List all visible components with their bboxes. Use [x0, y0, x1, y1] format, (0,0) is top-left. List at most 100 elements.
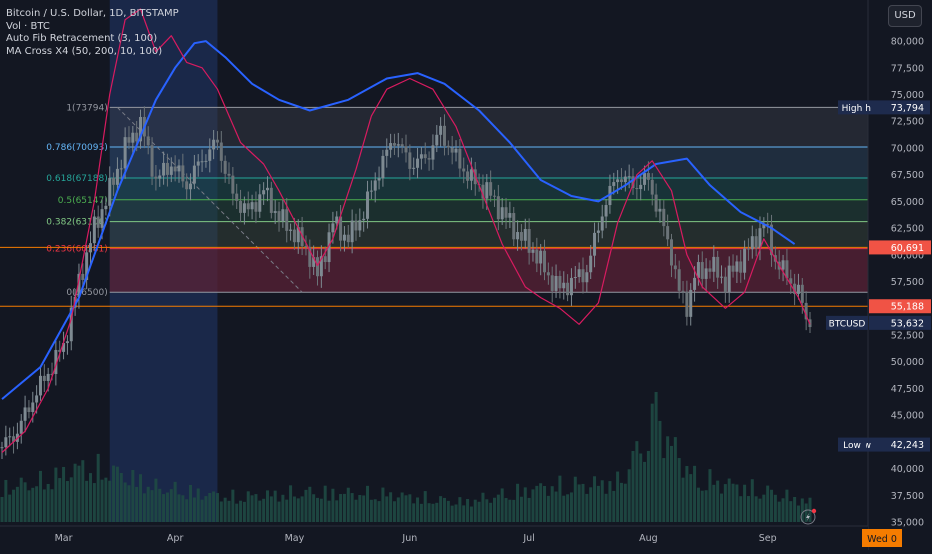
candle-body — [785, 260, 789, 279]
candle-body — [196, 161, 200, 166]
candle-body — [758, 228, 762, 249]
volume-bar — [408, 494, 412, 522]
candle-body — [292, 229, 296, 243]
price-tick-label: 50,000 — [891, 357, 924, 368]
candle-body — [408, 152, 412, 169]
volume-bar — [696, 487, 700, 522]
fib-indicator-label[interactable]: Auto Fib Retracement (3, 100) — [6, 33, 158, 44]
volume-bar — [396, 497, 400, 522]
candle-body — [469, 169, 473, 181]
candle-body — [62, 343, 66, 352]
candle-body — [616, 179, 620, 183]
volume-bar — [223, 497, 227, 522]
volume-bar — [435, 502, 439, 522]
candle-body — [69, 307, 73, 342]
candle-body — [127, 137, 131, 143]
volume-bar — [4, 479, 8, 522]
volume-bar — [485, 499, 489, 522]
volume-bar — [165, 492, 169, 522]
volume-bar — [335, 500, 339, 522]
volume-bar — [162, 494, 166, 522]
volume-bar — [712, 484, 716, 522]
candle-body — [685, 291, 689, 317]
volume-bar — [23, 482, 27, 522]
volume-bar — [469, 506, 473, 522]
lightning-icon-ring — [800, 509, 816, 525]
candle-body — [716, 256, 720, 278]
candle-body — [596, 230, 600, 233]
candle-body — [342, 234, 346, 241]
volume-bar — [142, 493, 146, 522]
lightning-icon-bolt — [806, 513, 810, 521]
volume-bar — [112, 465, 116, 522]
volume-bar — [0, 496, 4, 522]
symbol-title[interactable]: Bitcoin / U.S. Dollar, 1D, BITSTAMP — [6, 8, 179, 19]
volume-bar — [369, 499, 373, 522]
currency-button[interactable]: USD — [888, 5, 922, 27]
candle-body — [581, 269, 585, 283]
marker-value: 42,243 — [891, 440, 924, 451]
volume-bar — [250, 495, 254, 522]
candle-body — [492, 195, 496, 197]
candle-body — [781, 260, 785, 270]
candle-body — [696, 262, 700, 278]
time-axis-current-label: Wed 0 — [867, 534, 897, 545]
price-tag-last — [869, 315, 931, 330]
candle-body — [423, 154, 427, 159]
candle-body — [593, 232, 597, 256]
volume-bar — [185, 499, 189, 522]
lightning-icon-dot — [811, 508, 817, 514]
volume-bar — [604, 493, 608, 522]
volume-bar — [446, 500, 450, 522]
volume-bar — [439, 496, 443, 522]
volume-bar — [12, 489, 16, 522]
candle-body — [219, 142, 223, 161]
candle-body — [535, 249, 539, 264]
candle-body — [85, 252, 89, 280]
price-tick-label: 62,500 — [891, 224, 924, 235]
volume-bar — [135, 486, 139, 522]
volume-bar — [431, 503, 435, 522]
price-axis-panel — [868, 0, 932, 550]
volume-bar — [727, 478, 731, 522]
volume-bar — [593, 476, 597, 522]
volume-bar — [219, 501, 223, 522]
volume-bar — [419, 503, 423, 522]
volume-bar — [666, 436, 670, 522]
candle-body — [481, 184, 485, 199]
candle-body — [262, 190, 266, 195]
volume-bar — [627, 469, 631, 522]
volume-bar — [608, 481, 612, 522]
volume-bar — [573, 476, 577, 522]
volume-bar — [131, 469, 135, 522]
candle-body — [185, 181, 189, 190]
volume-bar — [200, 499, 204, 522]
volume-bar — [285, 499, 289, 522]
volume-bar — [673, 437, 677, 522]
candle-body — [600, 216, 604, 231]
candle-body — [123, 137, 127, 169]
volume-bar — [15, 486, 19, 522]
price-tag-last-text: 53,632 — [891, 318, 924, 329]
volume-bar — [770, 489, 774, 522]
volume-indicator-label[interactable]: Vol · BTC — [6, 20, 50, 32]
candle-body — [712, 256, 716, 272]
volume-bar — [442, 497, 446, 522]
volume-bar — [677, 458, 681, 522]
candle-body — [400, 144, 404, 147]
candle-body — [389, 143, 393, 150]
time-axis-panel — [0, 526, 868, 550]
candle-body — [627, 176, 631, 178]
volume-bar — [704, 490, 708, 522]
volume-bar — [262, 498, 266, 522]
volume-bar — [700, 490, 704, 522]
candle-body — [177, 165, 181, 172]
candle-body — [381, 155, 385, 179]
ma-indicator-label[interactable]: MA Cross X4 (50, 200, 10, 100) — [6, 45, 163, 57]
price-tick-label: 47,500 — [891, 384, 924, 395]
volume-bar — [519, 496, 523, 522]
symbol-tag-text: BTCUSD — [829, 319, 866, 329]
candle-body — [146, 136, 150, 146]
